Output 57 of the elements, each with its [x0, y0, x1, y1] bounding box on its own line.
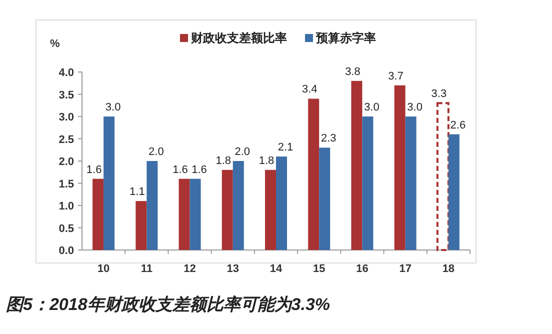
x-tick-label: 14 [270, 263, 283, 275]
data-label: 2.0 [234, 146, 250, 158]
y-tick-label: 0.5 [58, 222, 74, 235]
bar [362, 116, 374, 250]
bar [351, 80, 362, 250]
bar [276, 156, 287, 250]
data-label: 2.6 [450, 119, 466, 132]
bar [222, 170, 233, 250]
bar [136, 201, 147, 250]
y-tick-label: 4.0 [58, 67, 74, 79]
bar [405, 116, 416, 250]
y-tick-label: 0.0 [58, 245, 74, 257]
x-tick-label: 18 [442, 263, 455, 275]
y-tick-label: 3.0 [58, 112, 74, 124]
data-label: 3.3 [431, 88, 447, 100]
data-label: 3.0 [407, 102, 422, 114]
data-label: 2.1 [278, 142, 294, 154]
bar [308, 98, 320, 250]
bar [146, 161, 158, 250]
data-label: 3.7 [388, 70, 404, 82]
y-tick-label: 1.0 [58, 200, 74, 212]
data-label: 3.4 [302, 84, 318, 96]
bar [448, 134, 460, 250]
data-label: 1.6 [192, 164, 207, 176]
bar [319, 148, 330, 250]
x-tick-label: 11 [140, 263, 152, 275]
data-label: 1.1 [130, 186, 145, 198]
data-label: 1.6 [86, 164, 102, 176]
bar [104, 116, 115, 250]
bar [92, 178, 104, 250]
x-tick-label: 10 [97, 263, 110, 275]
x-tick-label: 15 [312, 263, 326, 275]
y-axis-title: % [50, 38, 60, 50]
y-tick-label: 2.5 [58, 134, 74, 146]
bar [190, 178, 201, 250]
y-tick-label: 2.0 [58, 156, 74, 168]
caption: 图5：2018年财政收支差额比率可能为3.3% [6, 295, 330, 314]
legend-label: 预算赤字率 [315, 31, 376, 45]
x-tick-label: 16 [356, 263, 368, 275]
data-label: 1.8 [258, 154, 274, 167]
x-tick-label: 12 [184, 263, 196, 275]
bar [394, 85, 406, 250]
x-tick-label: 17 [399, 263, 412, 275]
bar [232, 161, 244, 250]
data-label: 3.8 [345, 66, 360, 78]
x-tick-label: 13 [226, 263, 240, 275]
data-label: 1.6 [172, 164, 188, 176]
data-label: 1.8 [216, 154, 232, 167]
data-label: 2.0 [148, 146, 164, 158]
bar [265, 170, 276, 250]
data-label: 3.0 [105, 102, 121, 114]
bar [178, 178, 190, 250]
data-label: 2.3 [320, 132, 336, 145]
data-label: 3.0 [364, 102, 380, 114]
legend-label: 财政收支差额比率 [190, 31, 287, 45]
y-tick-label: 1.5 [58, 178, 74, 190]
y-tick-label: 3.5 [58, 89, 74, 102]
